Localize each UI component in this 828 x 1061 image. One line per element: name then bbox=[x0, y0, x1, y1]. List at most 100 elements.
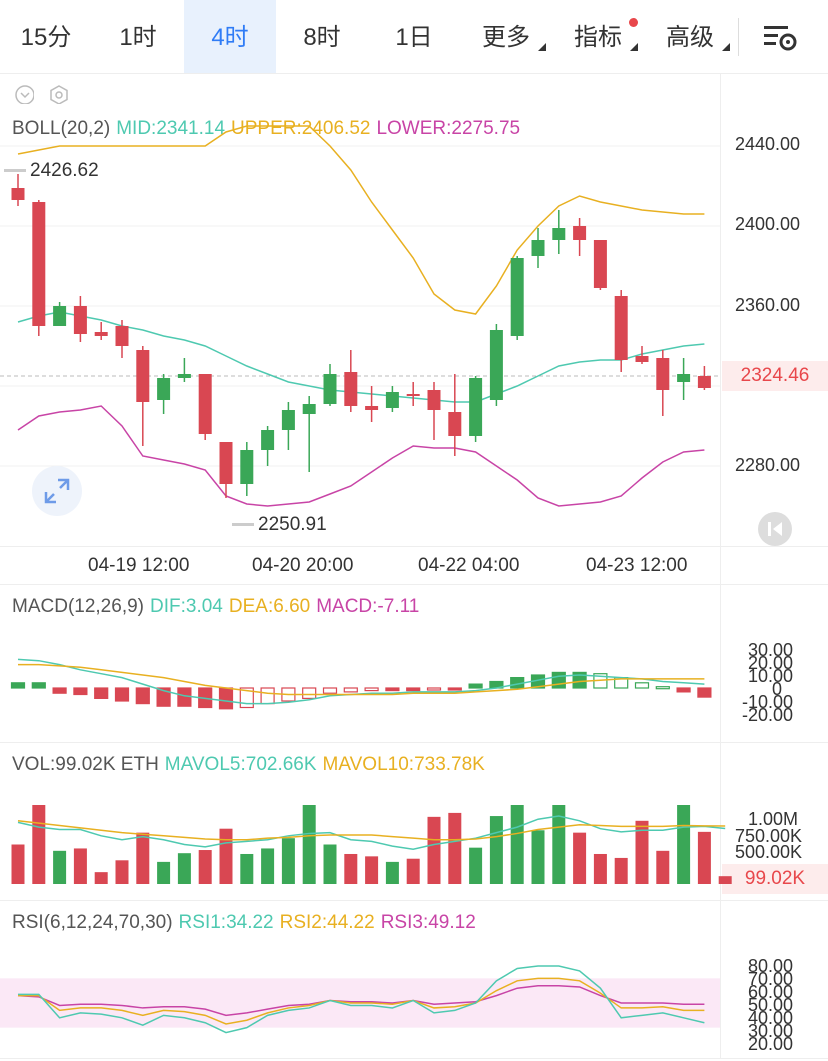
tab-label: 指标 bbox=[574, 24, 622, 51]
notification-dot bbox=[629, 18, 638, 27]
macd-bar bbox=[52, 687, 67, 694]
jump-to-latest-button[interactable] bbox=[758, 512, 792, 546]
boll-upper-line bbox=[17, 125, 705, 315]
candle-body bbox=[573, 226, 587, 240]
indicator-settings-icon[interactable] bbox=[48, 84, 68, 104]
candle-body bbox=[614, 296, 628, 360]
tab-1d[interactable]: 1日 bbox=[368, 0, 460, 73]
tab-more[interactable]: 更多 bbox=[460, 0, 552, 73]
vol-legend: VOL:99.02K ETH MAVOL5:702.66K MAVOL10:733.… bbox=[12, 754, 491, 776]
candle-body bbox=[53, 306, 67, 326]
boll-lower: LOWER:2275.75 bbox=[376, 118, 521, 139]
candle-body bbox=[635, 356, 649, 362]
candle-body bbox=[261, 430, 275, 450]
tab-label: 1日 bbox=[395, 24, 433, 51]
volume-bar bbox=[115, 860, 129, 884]
candle-body bbox=[219, 442, 233, 484]
divider bbox=[0, 1058, 828, 1059]
interval-tab-bar: 15分 1时 4时 8时 1日 更多 指标 高级 bbox=[0, 0, 828, 74]
macd-bar bbox=[364, 687, 379, 692]
vol-mavol5: MAVOL5:702.66K bbox=[164, 754, 317, 775]
volume-bar bbox=[281, 838, 295, 884]
candle-body bbox=[177, 374, 191, 378]
macd-bar bbox=[634, 682, 650, 689]
rsi-tick: 30.00 bbox=[748, 1021, 794, 1041]
macd-tick: 20.00 bbox=[748, 653, 794, 673]
tab-label: 8时 bbox=[303, 24, 341, 51]
volume-bar bbox=[635, 820, 649, 884]
high-price-mark: 2426.62 bbox=[4, 160, 99, 182]
volume-bar bbox=[261, 848, 275, 884]
dropdown-caret-icon bbox=[722, 43, 730, 51]
rsi-3: RSI3:49.12 bbox=[380, 912, 476, 933]
macd-bar bbox=[156, 687, 171, 707]
macd-value: MACD:-7.11 bbox=[316, 596, 420, 617]
volume-bar bbox=[157, 861, 171, 884]
rsi-legend: RSI(6,12,24,70,30) RSI1:34.22 RSI2:44.22 RS… bbox=[12, 912, 482, 934]
candle-body bbox=[489, 330, 503, 400]
macd-bar bbox=[406, 687, 421, 692]
tab-label: 4时 bbox=[211, 24, 249, 51]
candle-body bbox=[11, 188, 25, 200]
rsi-2: RSI2:44.22 bbox=[279, 912, 375, 933]
chart-settings-button[interactable] bbox=[760, 20, 804, 56]
macd-label: MACD(12,26,9) bbox=[12, 596, 144, 617]
candle-body bbox=[323, 374, 337, 404]
vol-label: VOL:99.02K ETH bbox=[12, 754, 159, 775]
tab-indicators[interactable]: 指标 bbox=[552, 0, 644, 73]
macd-bar bbox=[551, 671, 566, 689]
volume-bar bbox=[32, 805, 46, 884]
rsi-tick: 60.00 bbox=[748, 982, 794, 1002]
candle-body bbox=[427, 390, 441, 410]
volume-bar bbox=[136, 832, 150, 884]
candle-body bbox=[94, 332, 108, 336]
vol-tick: 1.00M bbox=[748, 809, 799, 829]
macd-dea: DEA:6.60 bbox=[228, 596, 311, 617]
macd-bar bbox=[73, 687, 88, 696]
volume-bar bbox=[427, 816, 441, 884]
volume-bar bbox=[573, 832, 587, 884]
high-price-value: 2426.62 bbox=[30, 160, 99, 181]
price-tick: 2280.00 bbox=[735, 455, 801, 475]
rsi-tick: 80.00 bbox=[748, 956, 794, 976]
mark-bar bbox=[4, 169, 26, 173]
macd-dea-line bbox=[18, 663, 705, 696]
collapse-icon[interactable] bbox=[14, 84, 34, 104]
volume-bar bbox=[344, 853, 358, 884]
volume-bar bbox=[469, 847, 483, 884]
tab-1h[interactable]: 1时 bbox=[92, 0, 184, 73]
tab-label: 15分 bbox=[20, 24, 72, 51]
dropdown-caret-icon bbox=[538, 43, 546, 51]
volume-bar bbox=[656, 850, 670, 884]
volume-bar bbox=[73, 848, 87, 884]
boll-lower-line bbox=[17, 405, 705, 507]
rsi-tick: 70.00 bbox=[748, 969, 794, 989]
tab-advanced[interactable]: 高级 bbox=[644, 0, 736, 73]
macd-tick: -10.00 bbox=[742, 692, 794, 712]
candle-body bbox=[344, 372, 358, 406]
rsi-1: RSI1:34.22 bbox=[178, 912, 274, 933]
volume-bar bbox=[11, 844, 25, 884]
tab-15m[interactable]: 15分 bbox=[0, 0, 92, 73]
candle-body bbox=[157, 378, 171, 400]
macd-bar bbox=[135, 687, 150, 705]
vol-tick: 500.00K bbox=[735, 842, 803, 862]
macd-bar bbox=[343, 687, 358, 693]
macd-legend: MACD(12,26,9) DIF:3.04 DEA:6.60 MACD:-7.11 bbox=[12, 596, 425, 618]
candle-body bbox=[510, 258, 524, 336]
tab-8h[interactable]: 8时 bbox=[276, 0, 368, 73]
fullscreen-button[interactable] bbox=[32, 466, 82, 516]
volume-bar bbox=[385, 861, 399, 884]
rsi2-line bbox=[18, 977, 705, 1025]
macd-bar bbox=[697, 687, 712, 698]
rsi-tick: 40.00 bbox=[748, 1008, 794, 1028]
macd-bar bbox=[260, 687, 275, 705]
boll-mid: MID:2341.14 bbox=[116, 118, 226, 139]
low-price-value: 2250.91 bbox=[258, 514, 327, 535]
candle-body bbox=[531, 240, 545, 256]
vol-mavol10: MAVOL10:733.78K bbox=[322, 754, 485, 775]
tab-4h[interactable]: 4时 bbox=[184, 0, 276, 73]
macd-bar bbox=[572, 671, 587, 689]
macd-bar bbox=[302, 687, 317, 699]
